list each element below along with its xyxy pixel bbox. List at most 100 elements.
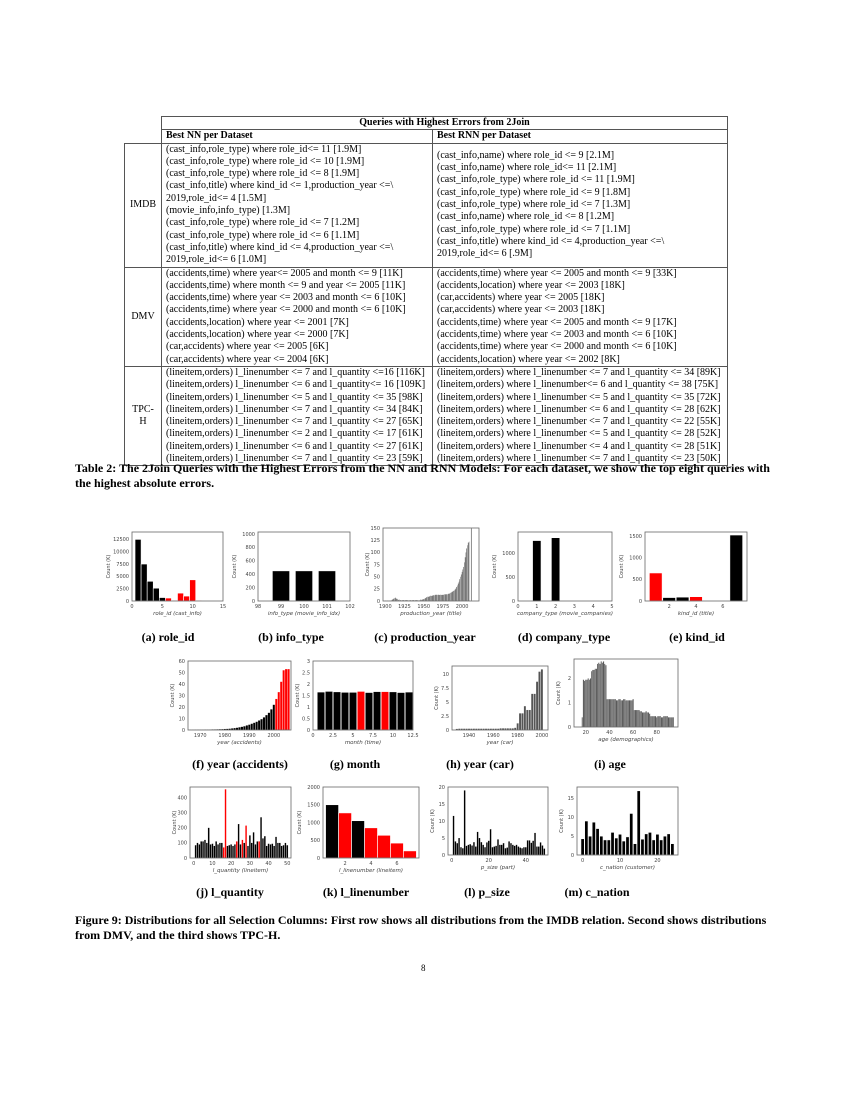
- y-tick-label: 0.5: [302, 716, 310, 722]
- bar: [643, 712, 645, 728]
- y-tick-label: 10: [179, 716, 185, 722]
- query-line: (cast_info,role_type) where role_id<= 11…: [166, 143, 362, 155]
- x-tick-label: 2000: [536, 733, 549, 739]
- bar: [500, 844, 503, 856]
- bar: [248, 835, 251, 859]
- y-tick-label: 400: [177, 795, 187, 801]
- table-row-dmv: DMV (accidents,time) where year<= 2005 an…: [124, 266, 728, 367]
- bar: [538, 671, 541, 731]
- bar: [228, 845, 231, 859]
- bar: [624, 698, 626, 728]
- y-tick-label: 2: [307, 682, 310, 688]
- chart-i: 20 40 60 80 0 1 2 age (demographics) Count (K): [556, 658, 679, 743]
- bar: [601, 662, 604, 728]
- x-tick-label: 101: [322, 604, 332, 610]
- bar: [425, 597, 427, 602]
- bar: [430, 595, 432, 602]
- bar: [532, 840, 535, 856]
- bar: [459, 579, 461, 602]
- bar: [245, 725, 249, 731]
- bar: [140, 563, 148, 602]
- x-tick-label: 60: [630, 730, 636, 736]
- highlighted-bar: [364, 827, 378, 859]
- x-tick-label: 15: [220, 604, 226, 610]
- y-tick-label: 200: [245, 585, 255, 591]
- bar: [450, 592, 452, 602]
- y-tick-label: 400: [245, 572, 255, 578]
- x-tick-label: 1950: [417, 604, 430, 610]
- bar: [395, 598, 397, 602]
- query-line: (car,accidents) where year <= 2003 [18K]: [437, 304, 605, 316]
- bar: [614, 837, 619, 856]
- bar: [611, 698, 613, 728]
- axes-frame: [644, 531, 748, 602]
- y-tick-label: 1.5: [302, 693, 310, 699]
- bar: [243, 842, 246, 859]
- highlighted-bar: [189, 579, 197, 602]
- query-line: (cast_info,role_type) where role_id <= 1…: [437, 174, 635, 186]
- table-title: Queries with Highest Errors from 2Join: [161, 115, 728, 131]
- y-tick-label: 200: [177, 826, 187, 832]
- query-line: (accidents,time) where year <= 2005 and …: [437, 316, 677, 328]
- bar: [516, 723, 519, 731]
- subfigure-caption-a: (a) role_id: [141, 630, 195, 644]
- bar: [248, 724, 251, 731]
- bar: [207, 827, 210, 859]
- query-line: (cast_info,title) where kind_id <= 1,pro…: [166, 180, 394, 192]
- y-tick-label: 60: [179, 659, 185, 665]
- bar: [286, 845, 289, 859]
- y-axis-label: Count (K): [556, 681, 562, 705]
- query-line: (cast_info,name) where role_id<= 11 [2.1…: [437, 162, 617, 174]
- bar: [641, 712, 644, 728]
- bar: [628, 700, 631, 728]
- y-tick-label: 10: [568, 815, 574, 821]
- query-line: (cast_info,role_type) where role_id <= 7…: [437, 223, 631, 235]
- y-tick-label: 300: [177, 810, 187, 816]
- query-line: (cast_info,role_type) where role_id <= 9…: [437, 186, 631, 198]
- bar: [618, 698, 620, 728]
- bar: [476, 831, 479, 856]
- x-axis-label: year (car): [486, 740, 514, 746]
- bar: [480, 842, 483, 856]
- rnn-queries-cell: (accidents,time) where year <= 2005 and …: [432, 266, 728, 367]
- x-axis-label: p_size (part): [480, 865, 515, 871]
- bar: [543, 848, 546, 856]
- highlighted-bar: [241, 839, 244, 859]
- bar: [455, 588, 457, 602]
- bar: [325, 804, 339, 859]
- bar: [437, 594, 438, 602]
- y-tick-label: 30: [179, 693, 185, 699]
- query-line: (cast_info,role_type) where role_id <= 6…: [166, 229, 360, 241]
- nn-queries-cell: (cast_info,role_type) where role_id<= 11…: [161, 142, 433, 268]
- bar: [627, 700, 630, 728]
- x-tick-label: 40: [523, 858, 529, 864]
- highlighted-bar: [183, 595, 190, 602]
- bar: [265, 714, 268, 731]
- highlighted-bar: [277, 691, 280, 731]
- y-axis-label: Count (K): [365, 553, 371, 577]
- bar: [271, 843, 274, 859]
- bar: [437, 594, 439, 602]
- bar: [426, 597, 428, 602]
- bar: [588, 835, 593, 856]
- bar: [528, 840, 531, 856]
- y-tick-label: 500: [632, 577, 642, 583]
- x-tick-label: 1980: [218, 733, 231, 739]
- query-line: 2019,role_id<= 6 [.9M]: [437, 248, 533, 260]
- bar: [634, 709, 637, 728]
- bar: [660, 717, 663, 728]
- x-axis-label: l_quantity (lineitem): [213, 868, 269, 874]
- bar: [474, 846, 477, 856]
- highlighted-bar: [235, 841, 238, 859]
- x-axis-label: month (time): [345, 740, 381, 746]
- x-tick-label: 50: [284, 861, 290, 867]
- bar: [209, 844, 212, 859]
- bar: [220, 842, 223, 859]
- y-tick-label: 800: [245, 545, 255, 551]
- y-tick-label: 3: [307, 659, 310, 665]
- y-tick-label: 50: [374, 574, 380, 580]
- bar: [440, 594, 442, 602]
- y-tick-label: 0: [446, 728, 449, 734]
- nn-queries-cell: (accidents,time) where year<= 2005 and m…: [161, 266, 433, 367]
- bar: [394, 598, 395, 602]
